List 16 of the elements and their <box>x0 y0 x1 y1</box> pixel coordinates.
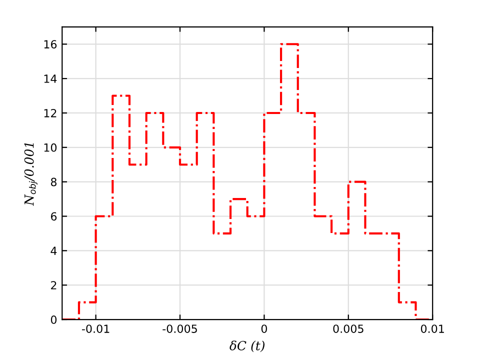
y-axis-title: N$_{obj}$/0.001 <box>24 143 38 206</box>
y-tick-label: 10 <box>44 143 57 152</box>
x-tick-label: 0 <box>261 324 267 333</box>
y-tick-label: 4 <box>50 246 57 255</box>
x-axis-title: δC (t) <box>230 340 264 352</box>
y-tick-label: 2 <box>51 281 56 290</box>
y-tick-label: 16 <box>44 40 57 49</box>
y-tick-label: 6 <box>50 212 57 221</box>
x-tick-label: -0.01 <box>82 324 110 333</box>
y-tick-label: 12 <box>44 108 56 118</box>
y-tick-label: 14 <box>44 74 57 83</box>
x-tick-label: 0.005 <box>333 324 364 333</box>
y-tick-label: 0 <box>50 315 57 324</box>
x-tick-label: -0.005 <box>162 324 197 333</box>
y-tick-label: 8 <box>50 178 57 186</box>
x-tick-label: 0.01 <box>420 324 444 333</box>
